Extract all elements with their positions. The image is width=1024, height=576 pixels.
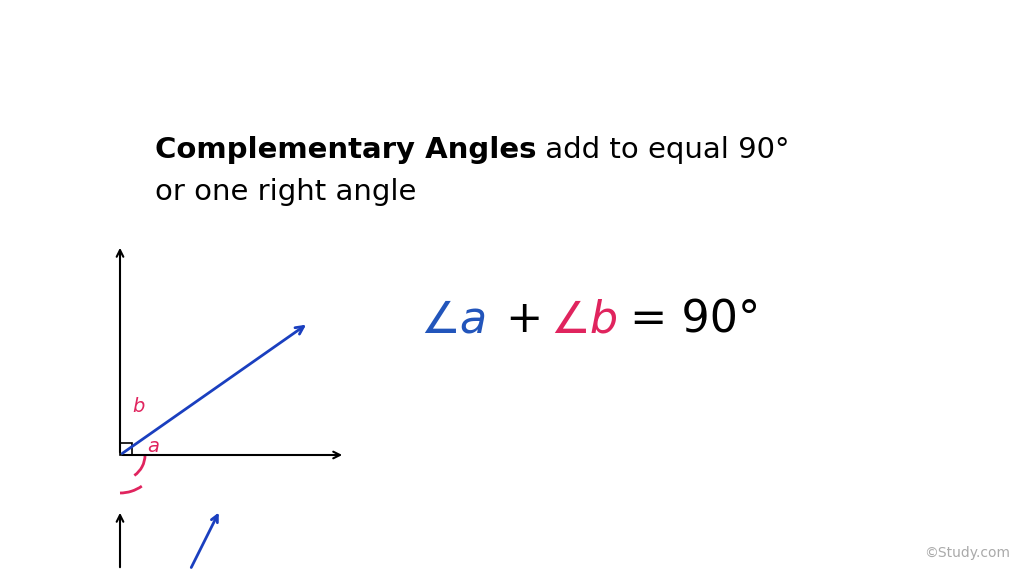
Text: add to equal 90°: add to equal 90°	[537, 136, 790, 164]
Text: +: +	[505, 298, 543, 342]
Text: Complementary Angles: Complementary Angles	[155, 136, 537, 164]
Text: b: b	[132, 397, 144, 416]
Text: = 90°: = 90°	[630, 298, 760, 342]
Text: ∠b: ∠b	[550, 298, 618, 342]
Text: or one right angle: or one right angle	[155, 178, 417, 206]
Text: ©Study.com: ©Study.com	[924, 546, 1010, 560]
Text: a: a	[147, 438, 159, 457]
Text: ∠a: ∠a	[420, 298, 487, 342]
Bar	[120, 443, 132, 455]
